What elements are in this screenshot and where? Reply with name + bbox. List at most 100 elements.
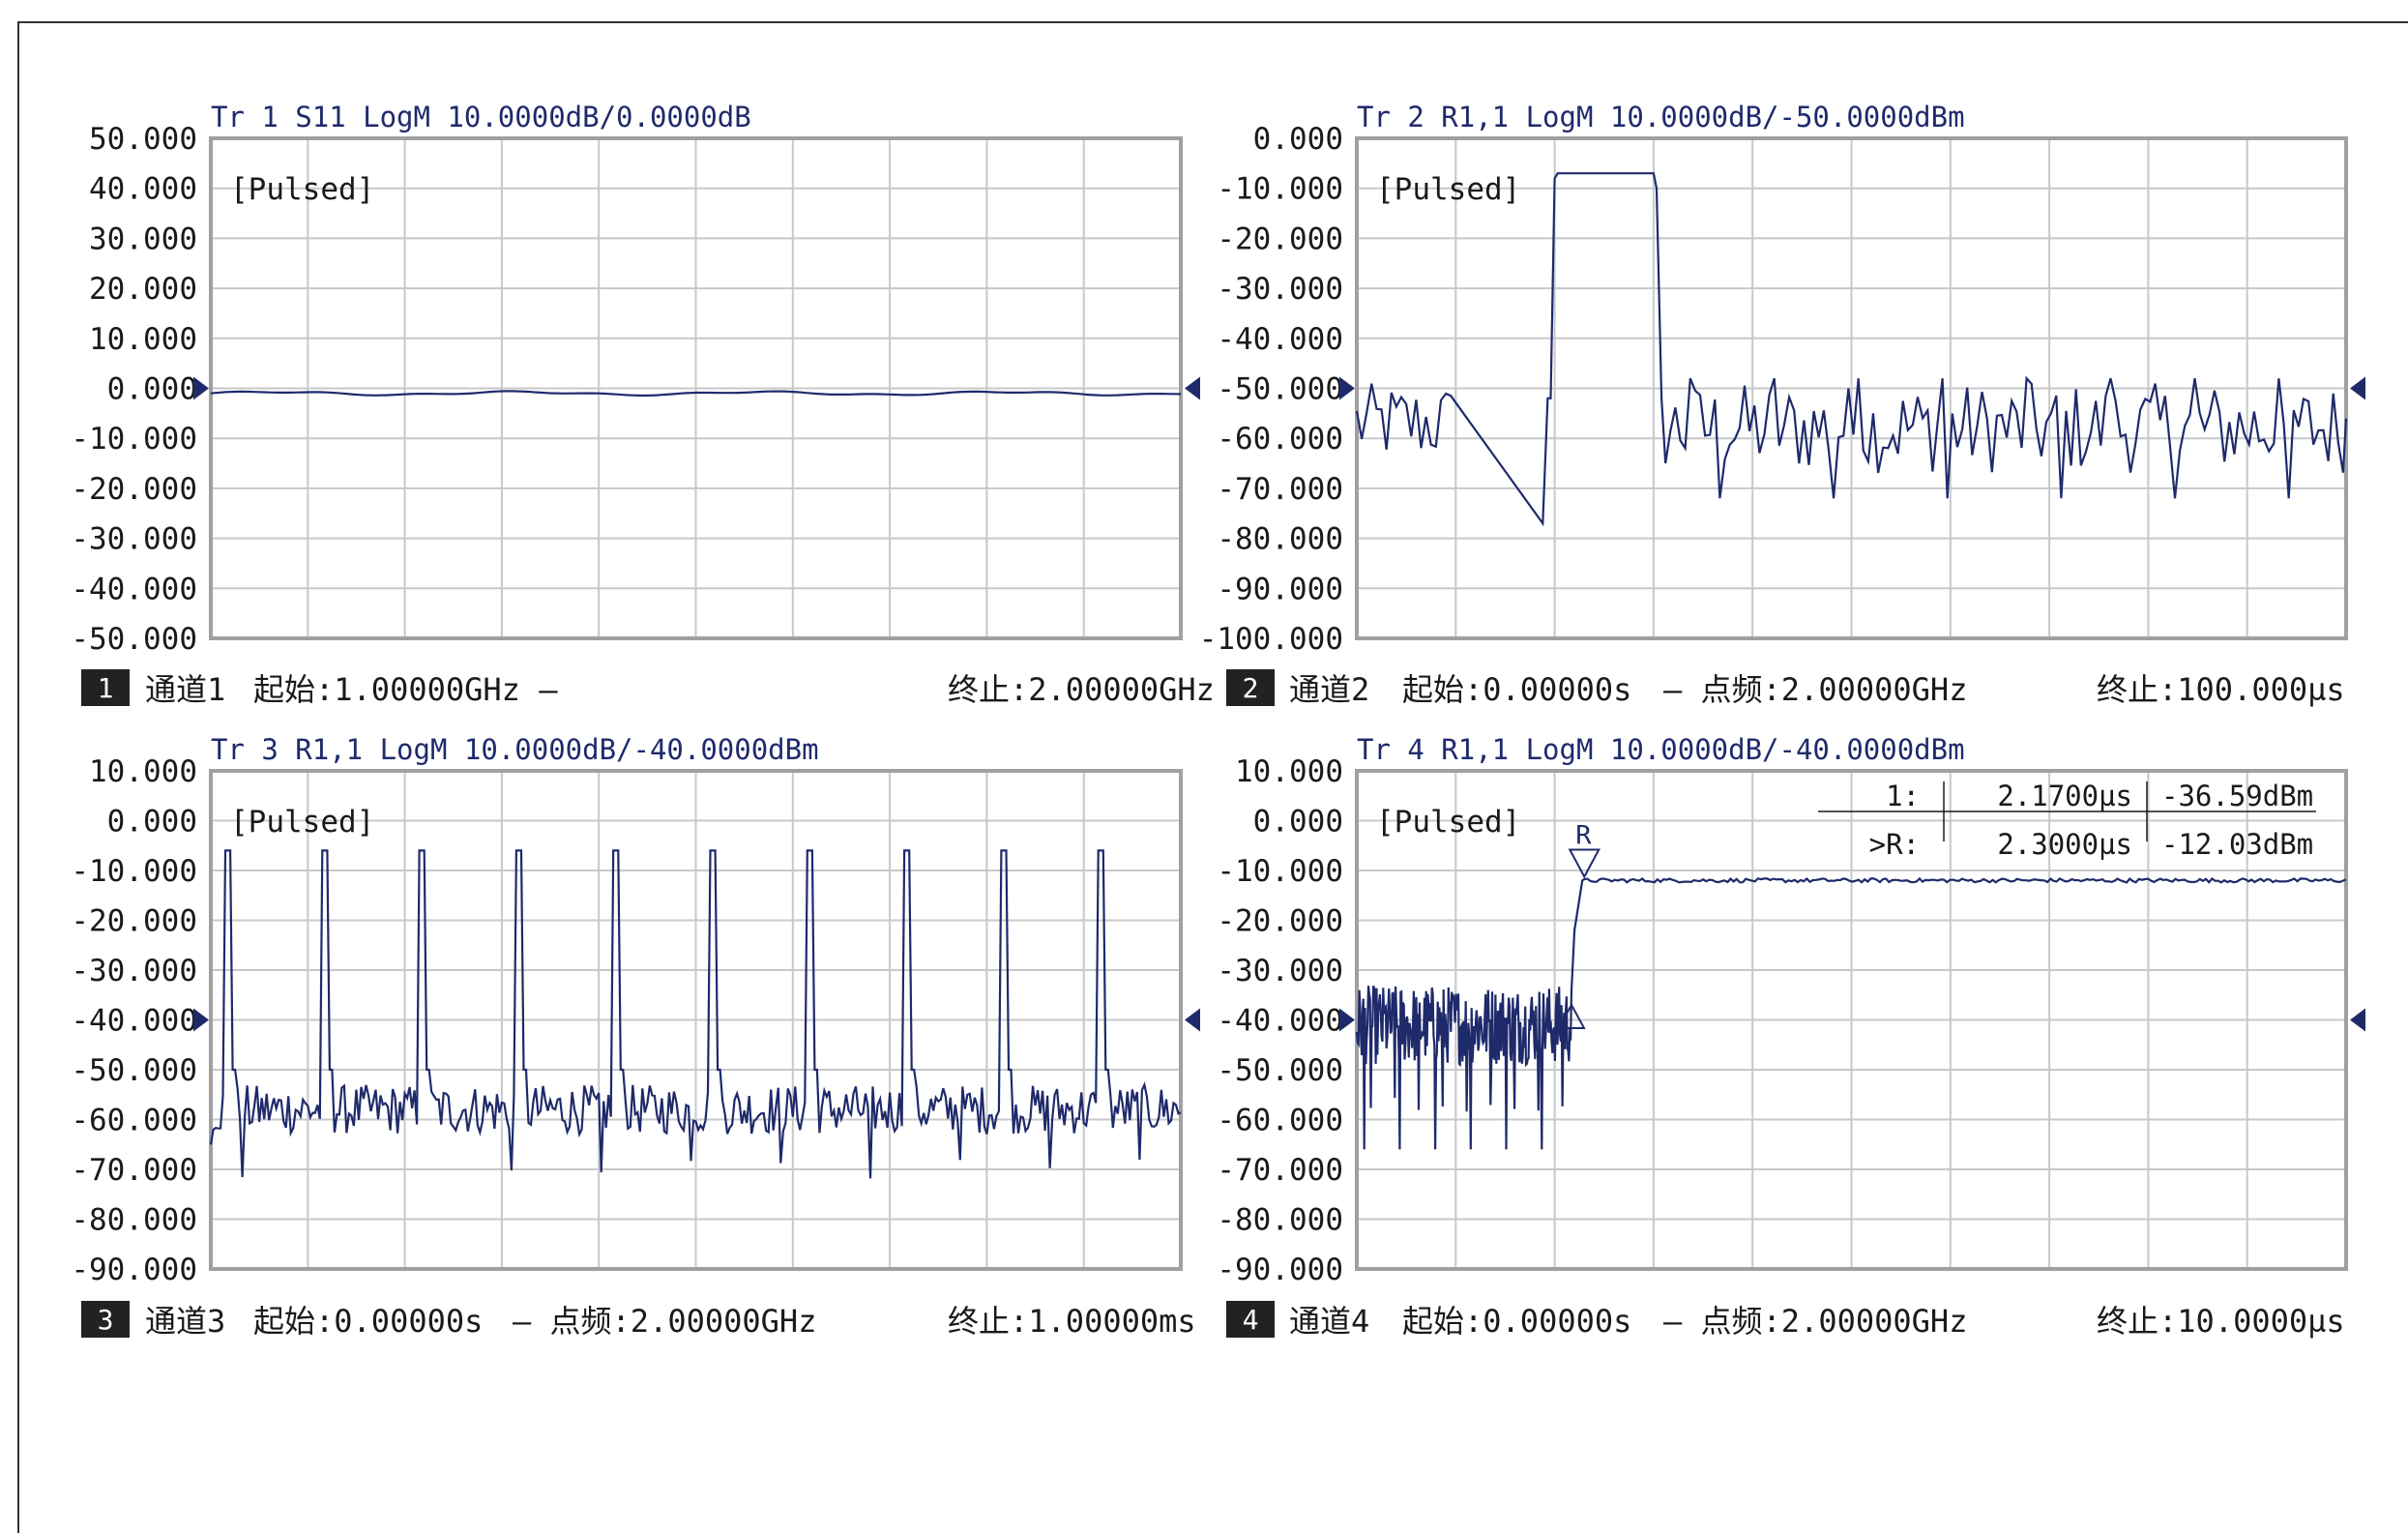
trace-line bbox=[210, 390, 1182, 398]
marker-r-triangle bbox=[1568, 848, 1600, 879]
y-tick-label: -50.000 bbox=[71, 622, 197, 657]
y-tick-label: -80.000 bbox=[1217, 522, 1343, 557]
y-tick-label: -40.000 bbox=[71, 572, 197, 606]
marker-label: 1: bbox=[1886, 780, 1920, 812]
y-tick-label: -80.000 bbox=[71, 1203, 197, 1238]
stop-label: 终止:10.0000µs bbox=[2097, 1303, 2345, 1340]
y-tick-label: -40.000 bbox=[1217, 322, 1343, 357]
channel-number: 2 bbox=[1243, 672, 1259, 704]
trace-line bbox=[1355, 172, 2348, 527]
trace-line bbox=[209, 849, 1182, 1179]
stop-label: 终止:2.00000GHz bbox=[948, 671, 1215, 708]
trace-header: Tr 2 R1,1 LogM 10.0000dB/-50.0000dBm bbox=[1357, 101, 1965, 133]
reference-arrow-left bbox=[1339, 376, 1355, 400]
y-tick-label: -90.000 bbox=[1217, 1253, 1343, 1287]
pulsed-label: [Pulsed] bbox=[230, 805, 374, 840]
chart-panel-3: 10.000 0.000 -10.000 -20.000 -30.000 -40.000 -… bbox=[71, 733, 1200, 1340]
channel-number-badge bbox=[1226, 669, 1275, 706]
y-tick-label: -30.000 bbox=[71, 954, 197, 988]
marker-1-triangle bbox=[1557, 1002, 1586, 1029]
y-tick-label: 0.000 bbox=[1253, 122, 1343, 157]
y-tick-label: -30.000 bbox=[71, 522, 197, 557]
marker-time: 2.3000µs bbox=[1997, 828, 2132, 861]
channel-label: 通道1 bbox=[145, 671, 225, 708]
start-label: 起始:0.00000s bbox=[1402, 1303, 1631, 1340]
channel-label: 通道2 bbox=[1289, 671, 1369, 708]
y-tick-label: 20.000 bbox=[89, 272, 197, 307]
chart-panel-2: 0.000 -10.000 -20.000 -30.000 -40.000 -50.000… bbox=[1199, 101, 2365, 708]
start-label: 起始:1.00000GHz — bbox=[253, 671, 558, 708]
y-tick-label: -60.000 bbox=[1217, 1104, 1343, 1138]
pulsed-label: [Pulsed] bbox=[1376, 805, 1520, 840]
y-tick-label: -40.000 bbox=[1217, 1004, 1343, 1039]
marker-value: -12.03dBm bbox=[2161, 828, 2313, 861]
plot-frame bbox=[209, 769, 1183, 1271]
marker-time: 2.1700µs bbox=[1997, 780, 2132, 812]
channel-label: 通道3 bbox=[145, 1303, 225, 1340]
trace-header: Tr 1 S11 LogM 10.0000dB/0.0000dB bbox=[211, 101, 751, 133]
plot-frame bbox=[1355, 769, 2348, 1271]
reference-arrow-right bbox=[1185, 376, 1200, 400]
pulsed-label: [Pulsed] bbox=[230, 172, 374, 207]
chart-panel-4: 10.000 0.000 -10.000 -20.000 -30.000 -40.000 -… bbox=[1217, 733, 2365, 1340]
reference-arrow-left bbox=[193, 376, 209, 400]
y-tick-label: 0.000 bbox=[107, 805, 197, 840]
y-tick-label: -80.000 bbox=[1217, 1203, 1343, 1238]
channel-number-badge bbox=[1226, 1301, 1275, 1338]
center-frequency-label: — 点频:2.00000GHz bbox=[1663, 1303, 1967, 1340]
y-tick-label: -70.000 bbox=[1217, 472, 1343, 507]
reference-arrow-right bbox=[1185, 1008, 1200, 1032]
y-tick-label: -40.000 bbox=[71, 1004, 197, 1039]
channel-label: 通道4 bbox=[1289, 1303, 1369, 1340]
y-tick-label: -10.000 bbox=[1217, 854, 1343, 889]
stop-label: 终止:100.000µs bbox=[2097, 671, 2345, 708]
plot-frame bbox=[209, 136, 1183, 640]
y-tick-label: -10.000 bbox=[71, 854, 197, 889]
marker-label: >R: bbox=[1869, 828, 1920, 861]
y-tick-label: -90.000 bbox=[71, 1253, 197, 1287]
trace-header: Tr 3 R1,1 LogM 10.0000dB/-40.0000dBm bbox=[211, 733, 819, 766]
start-label: 起始:0.00000s bbox=[253, 1303, 483, 1340]
channel-number: 4 bbox=[1243, 1304, 1259, 1336]
y-tick-label: 40.000 bbox=[89, 172, 197, 207]
start-label: 起始:0.00000s bbox=[1402, 671, 1631, 708]
pulsed-label: [Pulsed] bbox=[1376, 172, 1520, 207]
y-tick-label: -30.000 bbox=[1217, 954, 1343, 988]
y-tick-label: -10.000 bbox=[71, 422, 197, 457]
y-tick-label: 10.000 bbox=[1235, 754, 1343, 789]
y-tick-label: -70.000 bbox=[1217, 1153, 1343, 1188]
center-frequency-label: — 点频:2.00000GHz bbox=[513, 1303, 816, 1340]
marker-value: -36.59dBm bbox=[2161, 780, 2313, 812]
y-tick-label: 0.000 bbox=[1253, 805, 1343, 840]
trace-line bbox=[1355, 876, 2347, 1150]
y-tick-label: 0.000 bbox=[107, 372, 197, 407]
y-tick-label: -60.000 bbox=[71, 1104, 197, 1138]
channel-number: 3 bbox=[98, 1304, 114, 1336]
y-tick-label: -70.000 bbox=[71, 1153, 197, 1188]
y-tick-label: -20.000 bbox=[71, 904, 197, 939]
y-tick-label: -90.000 bbox=[1217, 572, 1343, 606]
y-tick-label: -20.000 bbox=[1217, 221, 1343, 256]
y-tick-label: 10.000 bbox=[89, 322, 197, 357]
y-tick-label: -100.000 bbox=[1199, 622, 1343, 657]
y-tick-label: -50.000 bbox=[1217, 372, 1343, 407]
y-tick-label: -50.000 bbox=[71, 1053, 197, 1088]
marker-r-letter: R bbox=[1575, 820, 1592, 850]
reference-arrow-right bbox=[2350, 1008, 2365, 1032]
y-tick-label: -20.000 bbox=[1217, 904, 1343, 939]
y-tick-label: 30.000 bbox=[89, 221, 197, 256]
y-tick-label: -60.000 bbox=[1217, 422, 1343, 457]
reference-arrow-left bbox=[193, 1008, 209, 1032]
y-tick-label: -10.000 bbox=[1217, 172, 1343, 207]
y-tick-label: 10.000 bbox=[89, 754, 197, 789]
y-tick-label: -20.000 bbox=[71, 472, 197, 507]
center-frequency-label: — 点频:2.00000GHz bbox=[1663, 671, 1967, 708]
chart-panel-1: 50.000 40.000 30.000 20.000 10.000 0.000 -10.0… bbox=[71, 101, 1215, 708]
channel-number: 1 bbox=[98, 672, 114, 704]
y-tick-label: -30.000 bbox=[1217, 272, 1343, 307]
channel-number-badge bbox=[81, 669, 130, 706]
stop-label: 终止:1.00000ms bbox=[948, 1303, 1196, 1340]
channel-number-badge bbox=[81, 1301, 130, 1338]
plot-frame bbox=[1355, 136, 2348, 640]
